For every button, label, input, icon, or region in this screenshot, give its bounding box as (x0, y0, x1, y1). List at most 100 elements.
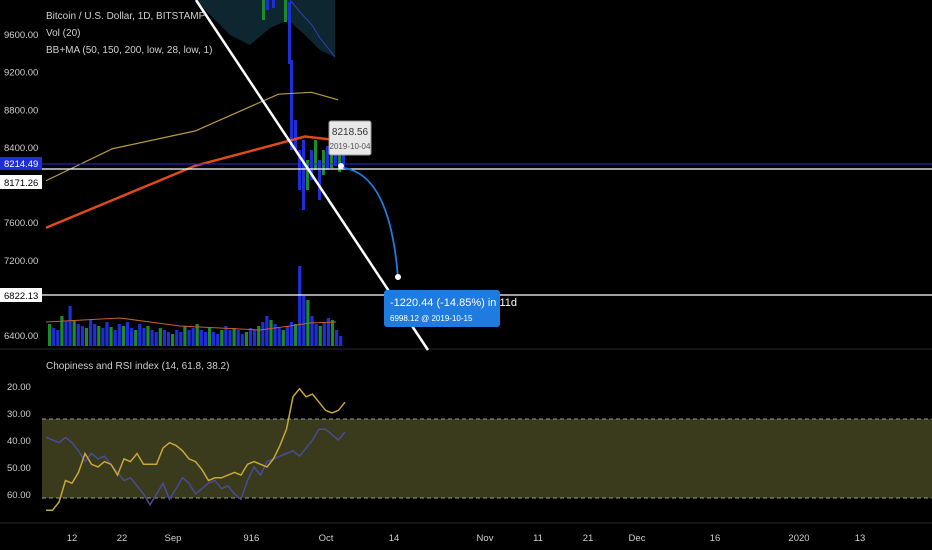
volume-bar (203, 332, 207, 346)
volume-legend[interactable]: Vol (20) (46, 28, 80, 39)
volume-bar (150, 330, 154, 346)
marker-price-badge (0, 175, 42, 189)
projection-end-point[interactable] (395, 274, 401, 280)
projection-start-point[interactable] (338, 163, 344, 169)
volume-bar (257, 326, 261, 346)
volume-bar (191, 328, 195, 346)
volume-bar (138, 324, 142, 346)
volume-bar (105, 322, 109, 346)
volume-bar (265, 316, 269, 346)
candle (338, 148, 341, 172)
volume-bar (187, 330, 191, 346)
candle (302, 140, 305, 210)
volume-bar (199, 330, 203, 346)
candle (330, 144, 333, 168)
bollinger-lower-line (289, 0, 336, 58)
candle (342, 150, 345, 168)
volume-bar (162, 330, 166, 346)
volume-bar (273, 324, 277, 346)
candle (314, 140, 317, 170)
sub-tick: 30.00 (7, 409, 31, 420)
target-price-label: 6822.13 (4, 291, 38, 302)
volume-bar (84, 328, 89, 346)
volume-bar (117, 324, 121, 346)
time-tick: Dec (629, 533, 646, 544)
volume-bar (244, 332, 248, 346)
measure-box (384, 290, 500, 327)
symbol-title[interactable]: Bitcoin / U.S. Dollar, 1D, BITSTAMP (46, 11, 206, 22)
target-price-badge (0, 288, 42, 302)
projection-arrow (343, 167, 399, 279)
price-tick: 8800.00 (4, 105, 38, 116)
volume-bar (179, 332, 183, 346)
volume-bar (76, 324, 80, 346)
volume-bar (183, 326, 187, 346)
volume-bar (298, 266, 302, 346)
time-axis[interactable]: 12 22 Sep 9 16 Oct 14 Nov 11 21 Dec 16 2020 13 (67, 533, 866, 544)
volume-bar (216, 334, 220, 346)
tooltip-price: 8218.56 (332, 127, 369, 138)
time-tick: 9 (243, 533, 248, 544)
volume-bar (314, 324, 318, 346)
volume-bar (101, 328, 105, 346)
candle (284, 0, 287, 22)
candle (294, 120, 297, 150)
sub-tick: 20.00 (7, 382, 31, 393)
volume-bar (248, 328, 253, 346)
volume-bar (318, 326, 322, 346)
time-tick: Oct (319, 533, 334, 544)
candle (288, 2, 291, 64)
chop-line (45, 428, 346, 507)
volume-bar (64, 321, 68, 346)
volume-bar (158, 328, 162, 346)
price-tick: 7200.00 (4, 256, 38, 267)
ma-gold-line (45, 91, 339, 182)
volume-bar (310, 316, 314, 346)
sub-tick: 50.00 (7, 463, 31, 474)
volume-bar (285, 326, 289, 346)
candle (290, 60, 293, 150)
sub-axis[interactable]: 20.00 30.00 40.00 50.00 60.00 (7, 382, 31, 501)
volume-bar (277, 328, 281, 346)
volume-bar (134, 330, 138, 346)
sub-tick: 40.00 (7, 436, 31, 447)
volume-bar (80, 326, 84, 346)
indicator-legend[interactable]: BB+MA (50, 150, 200, low, 28, low, 1) (46, 45, 213, 56)
time-tick: Sep (165, 533, 182, 544)
price-tick: 8400.00 (4, 143, 38, 154)
price-tick: 9600.00 (4, 30, 38, 41)
volume-bar (326, 318, 330, 346)
time-tick: 16 (710, 533, 721, 544)
volume-bars (48, 266, 343, 346)
price-tick: 9200.00 (4, 68, 38, 79)
volume-ma-line (45, 317, 337, 331)
volume-bar (322, 322, 326, 346)
time-tick: 22 (117, 533, 128, 544)
volume-bar (171, 334, 175, 346)
volume-bar (339, 336, 343, 346)
candle (318, 160, 321, 200)
price-tooltip (328, 120, 372, 156)
volume-bar (281, 330, 285, 346)
volume-bar (224, 326, 228, 346)
measure-target: 6998.12 @ 2019-10-15 (390, 314, 473, 323)
volume-bar (289, 322, 294, 346)
volume-bar (175, 330, 179, 346)
time-tick: Nov (477, 533, 494, 544)
candle (326, 146, 329, 170)
volume-bar (52, 328, 56, 346)
sub-indicator-legend[interactable]: Chopiness and RSI index (14, 61.8, 38.2) (46, 361, 229, 372)
time-tick: 12 (67, 533, 78, 544)
volume-bar (302, 296, 306, 346)
volume-bar (72, 320, 76, 346)
tooltip-date: 2019-10-04 (330, 142, 371, 151)
volume-bar (97, 326, 101, 346)
candle (310, 150, 313, 180)
volume-bar (195, 324, 199, 346)
volume-bar (130, 328, 134, 346)
time-tick: 16 (249, 533, 260, 544)
time-tick: 21 (583, 533, 594, 544)
volume-bar (294, 324, 298, 346)
time-tick: 11 (533, 533, 543, 544)
